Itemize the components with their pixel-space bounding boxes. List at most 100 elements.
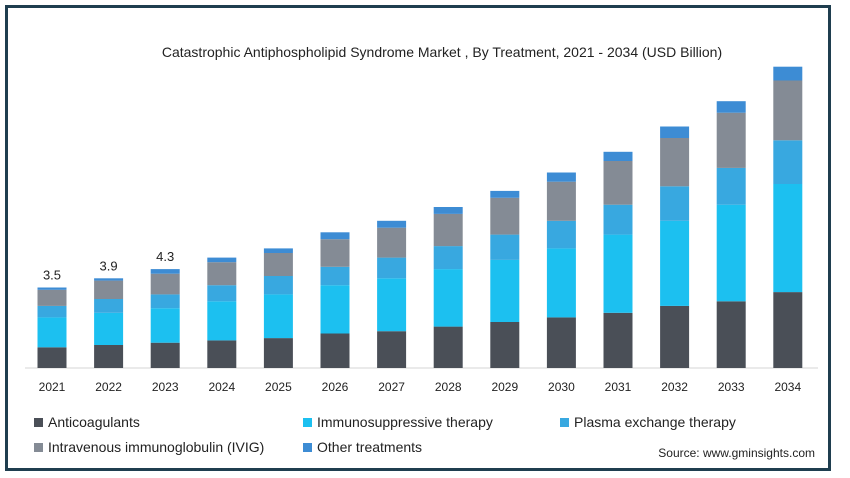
chart-frame	[5, 5, 831, 471]
bar-segment-2034-s4	[773, 66, 803, 81]
data-label-total: 4.3	[156, 249, 174, 264]
legend-swatch	[303, 443, 312, 452]
bar-segment-2029-s0	[490, 322, 520, 368]
x-tick-label: 2030	[548, 380, 575, 394]
bar-segment-2034-s1	[773, 184, 803, 293]
x-tick-label: 2022	[95, 380, 122, 394]
bar-segment-2034-s3	[773, 80, 803, 141]
bar-segment-2033-s0	[716, 301, 746, 368]
bar-segment-2026-s1	[320, 285, 350, 334]
legend-label: Anticoagulants	[48, 414, 140, 430]
bar-segment-2026-s2	[320, 266, 350, 286]
source-note: Source: www.gminsights.com	[658, 446, 815, 460]
bar-segment-2022-s2	[94, 299, 124, 313]
bar-segment-2027-s0	[377, 331, 407, 368]
bar-segment-2032-s0	[660, 305, 690, 368]
bar-segment-2028-s2	[433, 246, 463, 270]
bar-segment-2023-s0	[150, 342, 180, 368]
bar-segment-2021-s1	[37, 317, 67, 348]
bar-segment-2033-s4	[716, 101, 746, 113]
bar-segment-2023-s3	[150, 273, 180, 295]
legend-swatch	[303, 418, 312, 427]
x-tick-label: 2026	[322, 380, 349, 394]
bar-segment-2029-s4	[490, 190, 520, 198]
bar-segment-2028-s1	[433, 269, 463, 327]
bar-segment-2031-s1	[603, 234, 633, 313]
bar-segment-2033-s2	[716, 167, 746, 205]
bar-segment-2027-s2	[377, 257, 407, 279]
x-tick-label: 2028	[435, 380, 462, 394]
bar-segment-2024-s2	[207, 285, 237, 302]
legend-label: Plasma exchange therapy	[574, 414, 736, 430]
bar-segment-2030-s0	[546, 317, 576, 368]
bar-segment-2027-s1	[377, 278, 407, 332]
bar-segment-2028-s3	[433, 213, 463, 247]
bar-segment-2021-s3	[37, 289, 67, 306]
bar-segment-2029-s2	[490, 234, 520, 260]
bar-segment-2021-s4	[37, 287, 67, 290]
bar-segment-2025-s2	[263, 276, 293, 295]
x-tick-label: 2024	[208, 380, 235, 394]
data-label-total: 3.5	[43, 268, 61, 283]
legend-label: Other treatments	[317, 439, 422, 455]
bar-segment-2031-s2	[603, 204, 633, 235]
bar-segment-2022-s4	[94, 278, 124, 281]
bar-segment-2029-s3	[490, 197, 520, 235]
bar-segment-2021-s0	[37, 347, 67, 368]
legend-label: Immunosuppressive therapy	[317, 414, 493, 430]
x-tick-labels: 2021 2022 2023 2024 2025 2026 2027 2028 2029 2030…	[39, 380, 802, 394]
bar-segment-2032-s4	[660, 126, 690, 138]
x-tick-label: 2023	[152, 380, 179, 394]
x-tick-label: 2032	[661, 380, 688, 394]
bar-segment-2028-s0	[433, 326, 463, 368]
bar-segment-2034-s2	[773, 140, 803, 184]
x-tick-label: 2027	[378, 380, 405, 394]
bar-segment-2031-s4	[603, 151, 633, 161]
legend: Anticoagulants Immunosuppressive therapy P…	[34, 414, 736, 455]
bar-segment-2031-s3	[603, 161, 633, 205]
bar-segment-2025-s4	[263, 248, 293, 253]
chart-title: Catastrophic Antiphospholipid Syndrome M…	[162, 44, 722, 60]
bar-segment-2027-s3	[377, 227, 407, 258]
bar-segment-2032-s1	[660, 220, 690, 306]
legend-swatch	[560, 418, 569, 427]
legend-swatch	[34, 418, 43, 427]
bar-segment-2030-s2	[546, 220, 576, 249]
bar-segment-2024-s1	[207, 301, 237, 341]
bar-segment-2031-s0	[603, 312, 633, 368]
bar-segment-2023-s2	[150, 294, 180, 309]
bar-segment-2022-s3	[94, 280, 124, 299]
bar-segment-2027-s4	[377, 220, 407, 228]
x-tick-label: 2031	[605, 380, 632, 394]
bar-segment-2025-s1	[263, 294, 293, 339]
bar-segment-2034-s0	[773, 292, 803, 368]
bar-segment-2026-s3	[320, 239, 350, 267]
bar-segment-2025-s0	[263, 338, 293, 368]
legend-label: Intravenous immunoglobulin (IVIG)	[48, 439, 264, 455]
bar-segment-2023-s1	[150, 308, 180, 343]
x-tick-label: 2021	[39, 380, 66, 394]
bars-group	[37, 66, 803, 368]
x-tick-label: 2033	[718, 380, 745, 394]
bar-segment-2025-s3	[263, 253, 293, 276]
bar-segment-2032-s2	[660, 186, 690, 221]
bar-segment-2024-s4	[207, 257, 237, 263]
bar-segment-2030-s1	[546, 248, 576, 318]
bar-segment-2033-s3	[716, 112, 746, 168]
x-tick-label: 2029	[491, 380, 518, 394]
bar-segment-2026-s4	[320, 232, 350, 240]
data-label-total: 3.9	[100, 258, 118, 273]
bar-segment-2022-s1	[94, 312, 124, 345]
bar-segment-2030-s3	[546, 181, 576, 221]
bar-segment-2026-s0	[320, 333, 350, 368]
bar-segment-2022-s0	[94, 345, 124, 368]
bar-segment-2033-s1	[716, 204, 746, 302]
bar-segment-2024-s0	[207, 340, 237, 368]
bar-segment-2030-s4	[546, 172, 576, 182]
bar-segment-2023-s4	[150, 269, 180, 274]
x-tick-label: 2025	[265, 380, 292, 394]
bar-segment-2032-s3	[660, 138, 690, 187]
bar-segment-2029-s1	[490, 259, 520, 322]
total-labels: 3.5 3.9 4.3	[43, 249, 174, 282]
